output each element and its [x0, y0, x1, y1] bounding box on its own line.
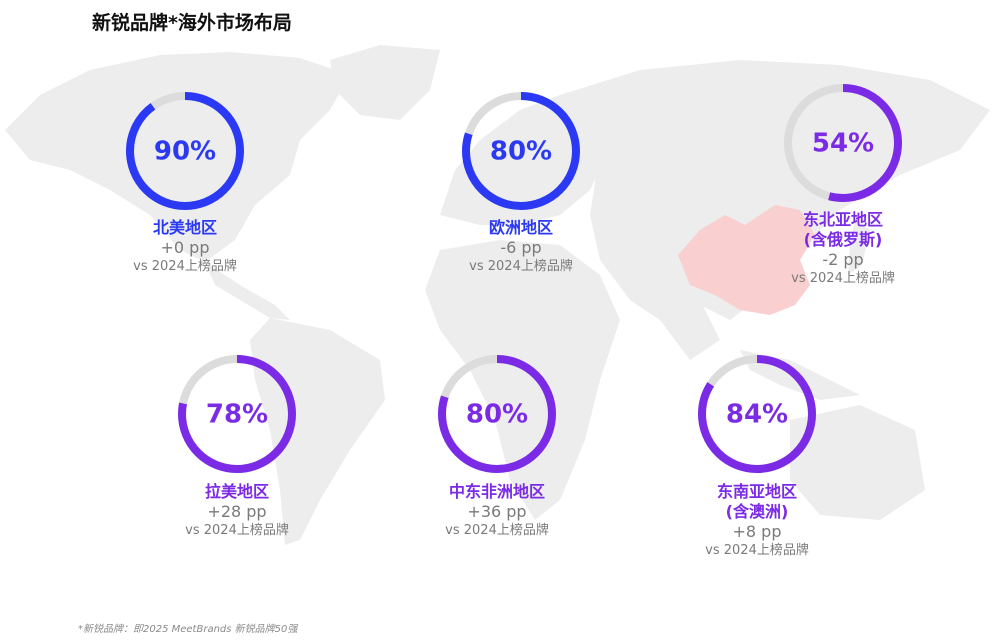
donut-percent-label: 90% — [154, 137, 216, 167]
donut-percent-label: 80% — [466, 400, 528, 430]
region-subname: (含俄罗斯) — [803, 230, 883, 249]
donut-ring-2: 80% — [462, 92, 580, 210]
region-subname: (含澳洲) — [725, 502, 789, 521]
donut-percent-label: 54% — [812, 129, 874, 159]
donut-value-arc — [438, 355, 556, 473]
donut-ring-5: 80% — [438, 355, 556, 473]
map-south-asia — [600, 260, 720, 360]
change-value: +28 pp — [207, 502, 267, 521]
comparison-note: vs 2024上榜品牌 — [445, 523, 549, 538]
comparison-note: vs 2024上榜品牌 — [705, 543, 809, 558]
region-name: 北美地区 — [152, 218, 217, 237]
donut-percent-label: 84% — [726, 400, 788, 430]
donut-percent-label: 80% — [490, 137, 552, 167]
region-label-group: 拉美地区 +28 pp vs 2024上榜品牌 — [185, 482, 289, 540]
donut-value-arc — [698, 355, 816, 473]
region-label-group: 北美地区 +0 pp vs 2024上榜品牌 — [133, 218, 237, 276]
region-label-group: 东北亚地区 (含俄罗斯) -2 pp vs 2024上榜品牌 — [791, 210, 895, 288]
donut-ring-6: 84% — [698, 355, 816, 473]
change-value: +0 pp — [160, 238, 210, 257]
region-label-group: 欧洲地区 -6 pp vs 2024上榜品牌 — [469, 218, 573, 276]
map-central-america — [205, 262, 290, 320]
change-value: -6 pp — [500, 238, 542, 257]
map-north-america — [5, 52, 350, 262]
comparison-note: vs 2024上榜品牌 — [185, 523, 289, 538]
donut-value-arc — [126, 92, 244, 210]
change-value: +36 pp — [467, 502, 527, 521]
comparison-note: vs 2024上榜品牌 — [791, 271, 895, 286]
map-australia — [790, 405, 925, 520]
map-japan — [848, 220, 870, 275]
map-greenland — [330, 45, 440, 120]
page-title: 新锐品牌*海外市场布局 — [92, 12, 292, 34]
region-name: 中东非洲地区 — [448, 482, 545, 501]
donut-value-arc — [462, 92, 580, 210]
comparison-note: vs 2024上榜品牌 — [133, 259, 237, 274]
region-name: 东南亚地区 — [716, 482, 797, 501]
footnote: *新锐品牌：即2025 MeetBrands 新锐品牌50强 — [78, 624, 298, 635]
map-asia — [560, 60, 990, 320]
change-value: +8 pp — [732, 522, 782, 541]
map-china-highlight — [678, 205, 815, 315]
region-label-group: 中东非洲地区 +36 pp vs 2024上榜品牌 — [445, 482, 549, 540]
donut-value-arc — [784, 84, 902, 202]
region-name: 东北亚地区 — [802, 210, 883, 229]
region-name: 欧洲地区 — [488, 218, 553, 237]
region-name: 拉美地区 — [204, 482, 269, 501]
donut-ring-3: 54% — [784, 84, 902, 202]
change-value: -2 pp — [822, 250, 864, 269]
donut-percent-label: 78% — [206, 400, 268, 430]
comparison-note: vs 2024上榜品牌 — [469, 259, 573, 274]
map-africa — [425, 240, 620, 520]
donut-ring-4: 78% — [178, 355, 296, 473]
region-label-group: 东南亚地区 (含澳洲) +8 pp vs 2024上榜品牌 — [705, 482, 809, 560]
map-south-america — [250, 318, 385, 545]
donut-ring-1: 90% — [126, 92, 244, 210]
donut-value-arc — [178, 355, 296, 473]
